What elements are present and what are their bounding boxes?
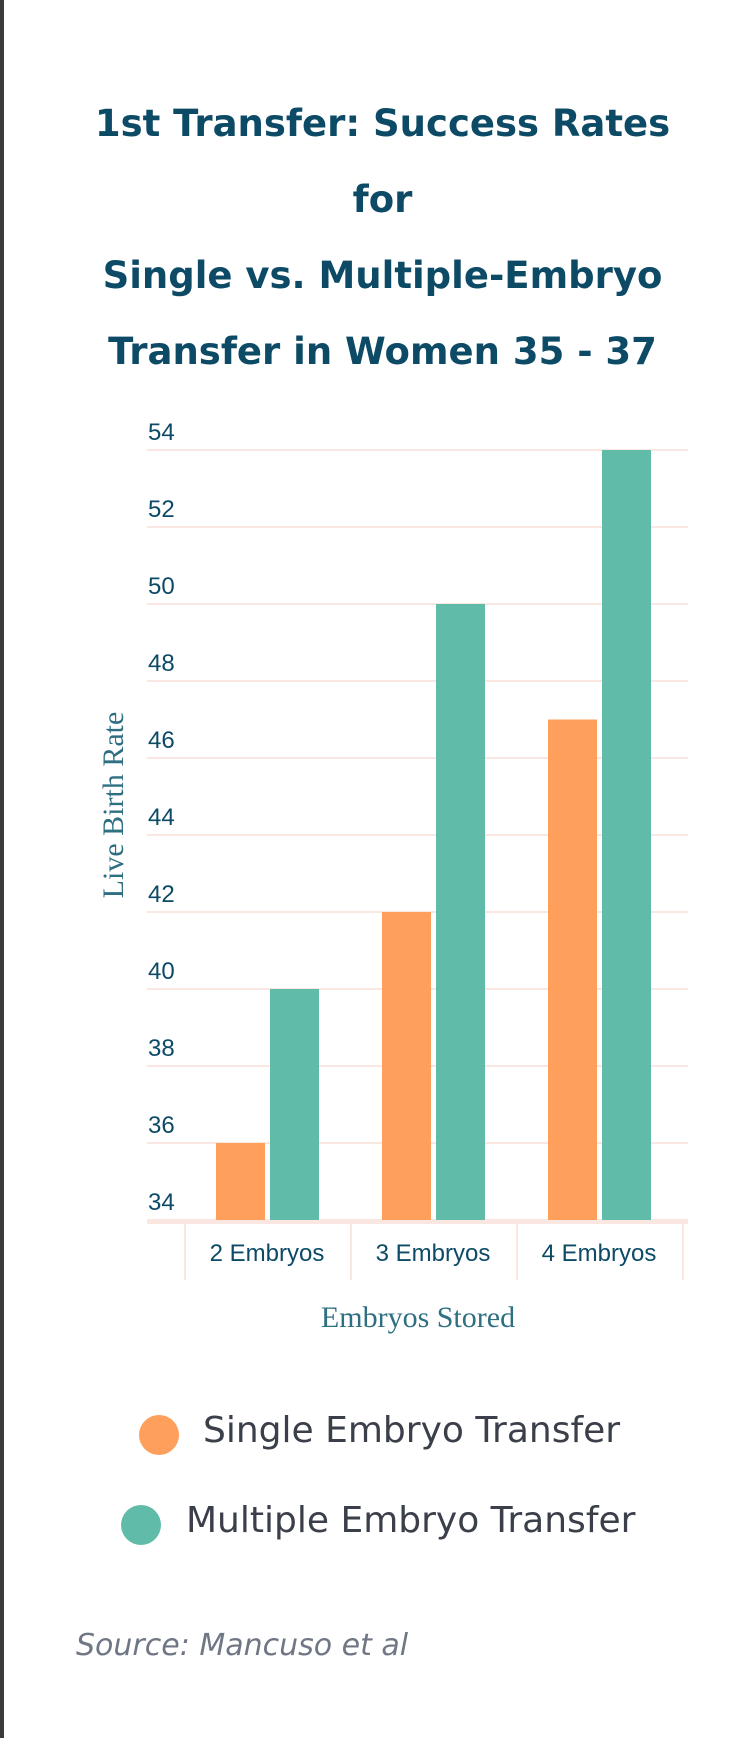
legend-label-multiple: Multiple Embryo Transfer — [186, 1500, 636, 1541]
source-note: Source: Mancuso et al — [76, 1628, 409, 1663]
y-axis-title: Live Birth Rate — [97, 712, 130, 899]
chart-title-line-3: Transfer in Women 35 - 37 — [108, 330, 657, 373]
y-tick-label: 48 — [148, 650, 175, 677]
chart-legend: Single Embryo Transfer Multiple Embryo T… — [115, 1400, 715, 1580]
x-tick-label: 4 Embryos — [542, 1240, 657, 1267]
y-tick-label: 38 — [148, 1035, 175, 1062]
x-tick-label: 2 Embryos — [210, 1240, 325, 1267]
chart-title: 1st Transfer: Success Rates for Single v… — [60, 86, 705, 390]
y-tick-label: 52 — [148, 496, 175, 523]
y-tick-label: 44 — [148, 804, 175, 831]
bar-single — [548, 719, 597, 1220]
bars — [216, 450, 651, 1220]
legend-item-single: Single Embryo Transfer — [115, 1400, 715, 1490]
y-tick-label: 46 — [148, 727, 175, 754]
chart-title-line-1: 1st Transfer: Success Rates for — [94, 102, 671, 221]
legend-item-multiple: Multiple Embryo Transfer — [115, 1490, 715, 1580]
y-tick-label: 40 — [148, 958, 175, 985]
x-tick-label: 3 Embryos — [376, 1240, 491, 1267]
page-left-border — [0, 0, 4, 1738]
bar-multiple — [602, 450, 651, 1220]
y-tick-label: 36 — [148, 1112, 175, 1139]
legend-swatch-single — [139, 1415, 179, 1455]
legend-label-single: Single Embryo Transfer — [203, 1410, 621, 1451]
y-tick-label: 42 — [148, 881, 175, 908]
bar-single — [382, 912, 431, 1220]
y-tick-label: 50 — [148, 573, 175, 600]
y-tick-label: 54 — [148, 419, 175, 446]
bar-multiple — [436, 604, 485, 1220]
y-axis-ticks: 34 36 38 40 42 44 46 48 50 52 54 — [148, 419, 175, 1216]
x-axis-title: Embryos Stored — [321, 1301, 515, 1334]
legend-swatch-multiple — [121, 1505, 161, 1545]
x-axis: 2 Embryos 3 Embryos 4 Embryos — [147, 1220, 688, 1280]
bar-single — [216, 1143, 265, 1220]
bar-multiple — [270, 989, 319, 1220]
bar-chart: 34 36 38 40 42 44 46 48 50 52 54 2 Embryos 3 Embryo… — [97, 419, 688, 1334]
y-tick-label: 34 — [148, 1189, 175, 1216]
chart-title-line-2: Single vs. Multiple-Embryo — [102, 254, 663, 297]
